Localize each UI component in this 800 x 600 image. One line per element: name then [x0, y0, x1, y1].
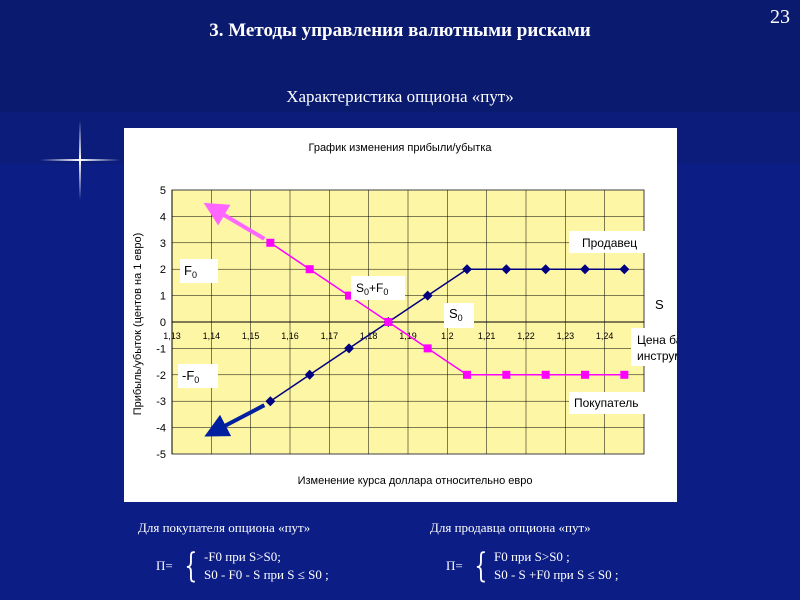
- s0-label-box: [444, 303, 474, 328]
- background-band-top: [0, 0, 800, 112]
- seller-formula-caption: Для продавца опциона «пут»: [430, 520, 591, 535]
- chart-title: График изменения прибыли/убытка: [308, 142, 492, 154]
- y-tick-label: 5: [160, 185, 166, 197]
- x-tick-label: 1,23: [557, 331, 575, 341]
- seller-formula-line2: S0 - S +F0 при S ≤ S0 ;: [494, 567, 619, 582]
- series-2-point: [384, 318, 393, 326]
- profit-loss-chart: График изменения прибыли/убытка Изменени…: [132, 142, 775, 487]
- y-tick-label: 1: [160, 291, 166, 303]
- series-1-point: [304, 369, 315, 380]
- y-tick-label: 0: [160, 317, 166, 329]
- buyer-formula-caption: Для покупателя опциона «пут»: [138, 520, 311, 535]
- slide-title: 3. Методы управления валютными рисками: [209, 20, 591, 41]
- series-2-point: [581, 370, 589, 379]
- chart-panel: График изменения прибыли/убытка Изменени…: [124, 128, 775, 502]
- left-brace-icon: {: [474, 546, 488, 586]
- x-tick-label: 1,21: [478, 331, 496, 341]
- buyer-payoff-arrow-icon: [203, 202, 266, 241]
- x-tick-label: 1,22: [517, 331, 535, 341]
- x-tick-label: 1,14: [203, 331, 221, 341]
- series-2-point: [345, 291, 353, 300]
- series-2-point: [541, 370, 550, 379]
- y-tick-label: -2: [156, 370, 166, 382]
- seller-payoff-arrow-icon: [204, 403, 266, 437]
- series-1-point: [501, 264, 512, 275]
- y-tick-label: -4: [156, 423, 166, 435]
- buyer-label-box: [569, 392, 661, 414]
- x-tick-label: 1,16: [281, 331, 299, 341]
- buyer-label: Покупатель: [574, 396, 638, 410]
- seller-label-box: [569, 231, 655, 253]
- y-tick-label: -5: [156, 449, 166, 461]
- series-2-point: [463, 370, 471, 379]
- slide-subtitle: Характеристика опциона «пут»: [286, 87, 514, 106]
- x-axis-label: Изменение курса доллара относительно евр…: [298, 475, 533, 487]
- s0-label: S0: [449, 306, 463, 323]
- y-axis-label: Прибыль/убыток (центов на 1 евро): [132, 233, 144, 416]
- series-1-point: [619, 264, 630, 275]
- s0-plus-f0-label: S0+F0: [356, 281, 388, 297]
- x-tick-label: 1,15: [242, 331, 260, 341]
- f0-label: F0: [184, 263, 197, 280]
- y-tick-label: -1: [156, 343, 166, 355]
- seller-formula-line1: F0 при S>S0 ;: [494, 549, 570, 564]
- y-tick-label: 4: [160, 211, 166, 223]
- x-tick-label: 1,24: [596, 331, 614, 341]
- series-2-line: [269, 242, 625, 376]
- series-1-line: [269, 268, 625, 402]
- series-2-point: [266, 238, 275, 247]
- series-1-point: [540, 264, 551, 275]
- base-price-label-line1: Цена базового: [637, 333, 677, 347]
- series-1-point: [580, 264, 590, 275]
- buyer-formula-line2: S0 - F0 - S при S ≤ S0 ;: [204, 567, 329, 582]
- x-tick-label: 1,17: [321, 331, 339, 341]
- f0-label-box: [180, 259, 218, 283]
- series-1-point: [344, 343, 354, 354]
- buyer-formula-symbol: П=: [156, 558, 173, 573]
- base-price-label-line2: инструмента (евро): [637, 349, 677, 363]
- series-1-point: [462, 264, 472, 275]
- x-tick-label: 1,2: [441, 331, 454, 341]
- y-tick-label: 3: [160, 238, 166, 250]
- series-2-point: [305, 265, 314, 274]
- s-label: S: [655, 297, 664, 312]
- left-brace-icon: {: [184, 546, 198, 586]
- buyer-formula-line1: -F0 при S>S0;: [204, 549, 281, 564]
- s0-plus-f0-label-box: [351, 276, 405, 300]
- y-tick-label: 2: [160, 264, 166, 276]
- slide-number: 23: [770, 6, 790, 28]
- x-tick-label: 1,13: [163, 331, 181, 341]
- seller-label: Продавец: [582, 236, 637, 250]
- series-2-point: [502, 370, 511, 379]
- minus-f0-label-box: [178, 364, 218, 388]
- series-1-point: [422, 290, 433, 301]
- seller-formula-symbol: П=: [446, 558, 463, 573]
- minus-f0-label: -F0: [182, 368, 199, 385]
- series-2-point: [423, 344, 432, 353]
- y-tick-label: -3: [156, 396, 166, 408]
- series-1-point: [265, 396, 276, 407]
- series-2-point: [620, 370, 629, 379]
- sparkle-decoration-vertical: [79, 120, 81, 200]
